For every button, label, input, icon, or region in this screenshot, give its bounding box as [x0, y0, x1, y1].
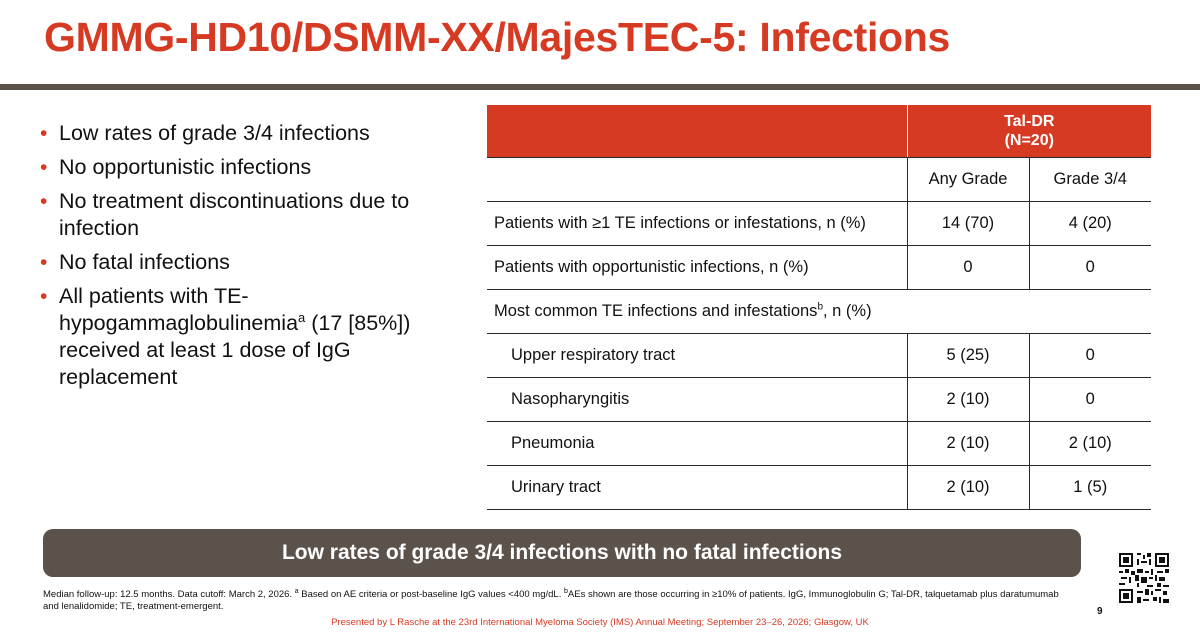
cell-any-grade: 5 (25) — [906, 333, 1029, 378]
table-group-header-row: Tal-DR (N=20) — [487, 105, 1151, 158]
cell-any-grade: 2 (10) — [906, 465, 1029, 510]
row-label: Upper respiratory tract — [487, 333, 907, 378]
row-label: Urinary tract — [487, 465, 907, 510]
bullet-dot-icon: • — [40, 156, 48, 179]
cell-grade-3-4: 0 — [1028, 245, 1151, 290]
presentation-credit: Presented by L Rasche at the 23rd Intern… — [331, 617, 869, 628]
bullet-dot-icon: • — [40, 251, 48, 274]
col-header-grade-3-4: Grade 3/4 — [1028, 157, 1151, 202]
col-header-any-grade: Any Grade — [906, 157, 1029, 202]
table-row: Pneumonia 2 (10) 2 (10) — [487, 421, 1151, 466]
table-row: Urinary tract 2 (10) 1 (5) — [487, 465, 1151, 510]
cell-any-grade: 14 (70) — [906, 201, 1029, 246]
bullet-item: • No fatal infections — [40, 250, 230, 274]
key-takeaway-banner: Low rates of grade 3/4 infections with n… — [43, 529, 1081, 577]
table-row: Nasopharyngitis 2 (10) 0 — [487, 377, 1151, 422]
bullet-list: • Low rates of grade 3/4 infections • No o… — [40, 120, 450, 398]
cell-grade-3-4: 4 (20) — [1028, 201, 1151, 246]
qr-code-icon[interactable] — [1119, 553, 1169, 603]
cell-any-grade: 0 — [906, 245, 1029, 290]
cell-any-grade: 2 (10) — [906, 421, 1029, 466]
row-label: Nasopharyngitis — [487, 377, 907, 422]
infections-table: Tal-DR (N=20) Any Grade Grade 3/4 Patien… — [487, 105, 1151, 510]
section-label: Most common TE infections and infestatio… — [487, 289, 1151, 334]
bullet-dot-icon: • — [40, 285, 48, 308]
cell-grade-3-4: 1 (5) — [1028, 465, 1151, 510]
bullet-item: • Low rates of grade 3/4 infections — [40, 121, 370, 145]
row-label: Pneumonia — [487, 421, 907, 466]
slide-title: GMMG-HD10/DSMM-XX/MajesTEC-5: Infections — [44, 14, 951, 60]
page-number: 9 — [1097, 606, 1103, 617]
cell-any-grade: 2 (10) — [906, 377, 1029, 422]
title-divider — [0, 84, 1200, 90]
table-row: Patients with opportunistic infections, … — [487, 245, 1151, 290]
row-label: Patients with ≥1 TE infections or infest… — [487, 201, 907, 246]
bullet-dot-icon: • — [40, 190, 48, 213]
bullet-item: • No opportunistic infections — [40, 155, 312, 179]
treatment-arm-header: Tal-DR (N=20) — [906, 105, 1151, 158]
table-column-header-row: Any Grade Grade 3/4 — [487, 157, 1151, 202]
bullet-item: • All patients with TE-hypogammaglobuline… — [40, 284, 411, 389]
bullet-dot-icon: • — [40, 122, 48, 145]
table-row: Upper respiratory tract 5 (25) 0 — [487, 333, 1151, 378]
cell-grade-3-4: 0 — [1028, 333, 1151, 378]
row-label: Patients with opportunistic infections, … — [487, 245, 907, 290]
table-section-row: Most common TE infections and infestatio… — [487, 289, 1151, 334]
table-row: Patients with ≥1 TE infections or infest… — [487, 201, 1151, 246]
bullet-item: • No treatment discontinuations due to in… — [40, 189, 410, 240]
footnote: Median follow-up: 12.5 months. Data cuto… — [43, 587, 1059, 612]
cell-grade-3-4: 2 (10) — [1028, 421, 1151, 466]
cell-grade-3-4: 0 — [1028, 377, 1151, 422]
